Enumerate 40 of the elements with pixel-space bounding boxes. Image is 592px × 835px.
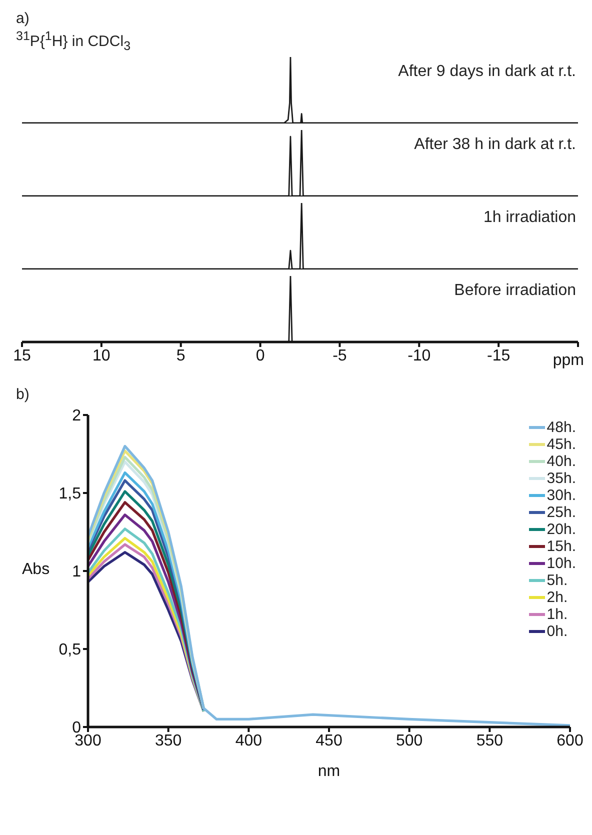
x-tick-label: 10 — [92, 347, 110, 364]
legend-label: 20h. — [546, 521, 576, 538]
text: a) — [15, 9, 30, 27]
legend-label: 40h. — [546, 453, 576, 470]
legend-label: 2h. — [546, 589, 568, 606]
legend-label: 35h. — [546, 470, 576, 487]
x-tick-label: 450 — [316, 732, 342, 750]
x-tick-label: 550 — [476, 732, 504, 750]
legend-label: 25h. — [546, 504, 576, 521]
legend-label: 0h. — [546, 623, 568, 640]
chart-title: After 9 days in dark at r.t. — [398, 63, 576, 81]
x-axis-title: ppm — [552, 352, 584, 370]
x-tick-label: 600 — [556, 732, 584, 750]
legend-label: 45h. — [546, 436, 576, 453]
x-tick-label: 350 — [154, 732, 182, 750]
y-tick-label: 2 — [72, 408, 82, 425]
y-axis-title: Abs — [22, 561, 50, 579]
legend-label: 30h. — [546, 487, 576, 504]
y-tick-label: 1 — [72, 564, 82, 581]
text: b) — [15, 385, 30, 403]
x-tick-label: 400 — [235, 732, 262, 750]
legend-label: 1h. — [546, 606, 568, 623]
x-tick-label: -10 — [408, 347, 431, 364]
legend-label: 10h. — [546, 555, 576, 572]
x-tick-label: -15 — [487, 347, 510, 364]
legend-label: 5h. — [546, 572, 568, 589]
x-tick-label: -5 — [332, 347, 347, 364]
text: $^{31}$P{$^{1}$H} in CDCl$_{3}$ — [15, 28, 132, 53]
y-tick-label: 1,5 — [58, 486, 82, 503]
legend-label: 15h. — [546, 538, 576, 555]
y-tick-label: 0,5 — [58, 642, 82, 659]
x-axis-title: nm — [316, 763, 342, 781]
chart-title: After 38 h in dark at r.t. — [414, 136, 576, 154]
x-tick-label: 15 — [13, 347, 31, 364]
legend-label: 48h. — [546, 419, 576, 436]
x-tick-label: 0 — [256, 347, 265, 364]
chart-title: 1h irradiation — [484, 209, 576, 227]
x-tick-label: 300 — [74, 732, 102, 750]
x-tick-label: 500 — [396, 732, 423, 750]
x-tick-label: 5 — [176, 347, 186, 364]
